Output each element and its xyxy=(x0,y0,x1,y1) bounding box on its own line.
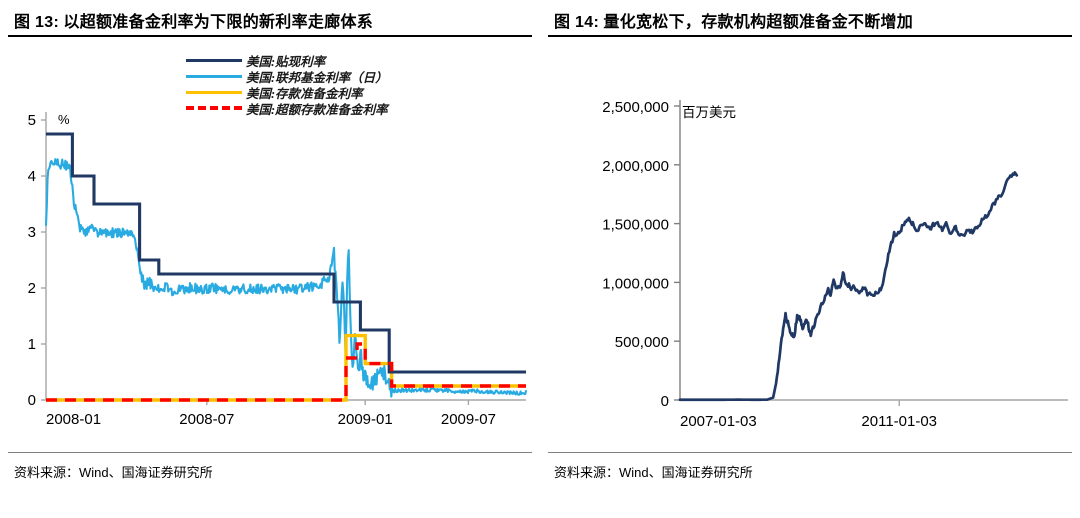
figure-panel-13: 图 13: 以超额准备金利率为下限的新利率走廊体系 美国:贴现利率 美国:联邦基… xyxy=(0,0,540,492)
svg-text:2007-01-03: 2007-01-03 xyxy=(680,413,757,430)
source-tail-left: 、国海证券研究所 xyxy=(108,465,213,480)
svg-text:2009-07: 2009-07 xyxy=(441,411,496,428)
svg-text:500,000: 500,000 xyxy=(615,334,669,351)
source-tail-right: 、国海证券研究所 xyxy=(648,465,753,480)
source-wind-right: Wind xyxy=(619,465,649,480)
source-divider-right xyxy=(548,452,1072,453)
figure-panel-14: 图 14: 量化宽松下，存款机构超额准备金不断增加 存款机构:超额准备金 百万美… xyxy=(540,0,1080,492)
right-chart-unit-label: 百万美元 xyxy=(682,105,736,120)
svg-text:2009-01: 2009-01 xyxy=(338,411,393,428)
svg-text:2008-01: 2008-01 xyxy=(46,411,101,428)
title-divider-left xyxy=(8,35,532,37)
svg-text:0: 0 xyxy=(661,393,669,410)
figure-14-caption: 量化宽松下，存款机构超额准备金不断增加 xyxy=(603,14,914,31)
legend-label-required-reserve-rate: 美国:存款准备金利率 xyxy=(246,86,363,101)
svg-text:1,500,000: 1,500,000 xyxy=(602,217,669,234)
legend-item-required-reserve-rate: 美国:存款准备金利率 xyxy=(186,84,388,101)
source-wind-left: Wind xyxy=(79,465,109,480)
figure-13-title: 图 13: 以超额准备金利率为下限的新利率走廊体系 xyxy=(14,8,530,32)
legend-label-fed-funds-rate: 美国:联邦基金利率（日） xyxy=(246,70,388,85)
legend-item-discount-rate: 美国:贴现利率 xyxy=(186,52,388,69)
source-divider-left xyxy=(8,452,532,453)
source-note-left: 资料来源：Wind、国海证券研究所 xyxy=(14,462,213,481)
svg-text:5: 5 xyxy=(28,112,36,129)
svg-text:1: 1 xyxy=(28,336,36,353)
legend-swatch-fed-funds-rate xyxy=(186,74,242,78)
svg-text:0: 0 xyxy=(28,392,36,409)
title-divider-right xyxy=(548,35,1072,37)
svg-text:2: 2 xyxy=(28,280,36,297)
figure-13-caption: 以超额准备金利率为下限的新利率走廊体系 xyxy=(63,14,374,31)
legend-item-excess-reserve-rate: 美国:超额存款准备金利率 xyxy=(186,100,388,117)
legend-swatch-discount-rate xyxy=(186,58,242,62)
svg-text:1,000,000: 1,000,000 xyxy=(602,275,669,292)
figure-14-title: 图 14: 量化宽松下，存款机构超额准备金不断增加 xyxy=(554,8,1070,32)
source-prefix-right: 资料来源： xyxy=(554,465,620,480)
excess-reserves-chart: 0 500,000 1,000,000 1,500,000 2,000,000 2,500… xyxy=(540,92,1080,432)
interest-rate-corridor-chart: 0 1 2 3 4 5 2008-01 2008-07 2009-01 2009-07 xyxy=(0,100,540,430)
legend-swatch-excess-reserve-rate xyxy=(186,106,242,110)
legend-label-discount-rate: 美国:贴现利率 xyxy=(246,54,326,69)
left-chart-unit-label: % xyxy=(58,112,70,127)
legend-label-excess-reserve-rate: 美国:超额存款准备金利率 xyxy=(246,102,388,117)
figure-14-number: 图 14: xyxy=(554,14,600,31)
chart-legend-left: 美国:贴现利率 美国:联邦基金利率（日） 美国:存款准备金利率 美国:超额存款准… xyxy=(186,52,388,117)
svg-text:4: 4 xyxy=(28,168,36,185)
svg-text:2,000,000: 2,000,000 xyxy=(602,158,669,175)
source-prefix-left: 资料来源： xyxy=(14,465,80,480)
svg-text:2008-07: 2008-07 xyxy=(179,411,234,428)
svg-text:3: 3 xyxy=(28,224,36,241)
svg-text:2011-01-03: 2011-01-03 xyxy=(861,413,937,430)
figure-13-number: 图 13: xyxy=(14,14,60,31)
source-note-right: 资料来源：Wind、国海证券研究所 xyxy=(554,462,753,481)
legend-item-fed-funds-rate: 美国:联邦基金利率（日） xyxy=(186,68,388,85)
svg-text:2,500,000: 2,500,000 xyxy=(602,99,669,116)
legend-swatch-required-reserve-rate xyxy=(186,90,242,94)
